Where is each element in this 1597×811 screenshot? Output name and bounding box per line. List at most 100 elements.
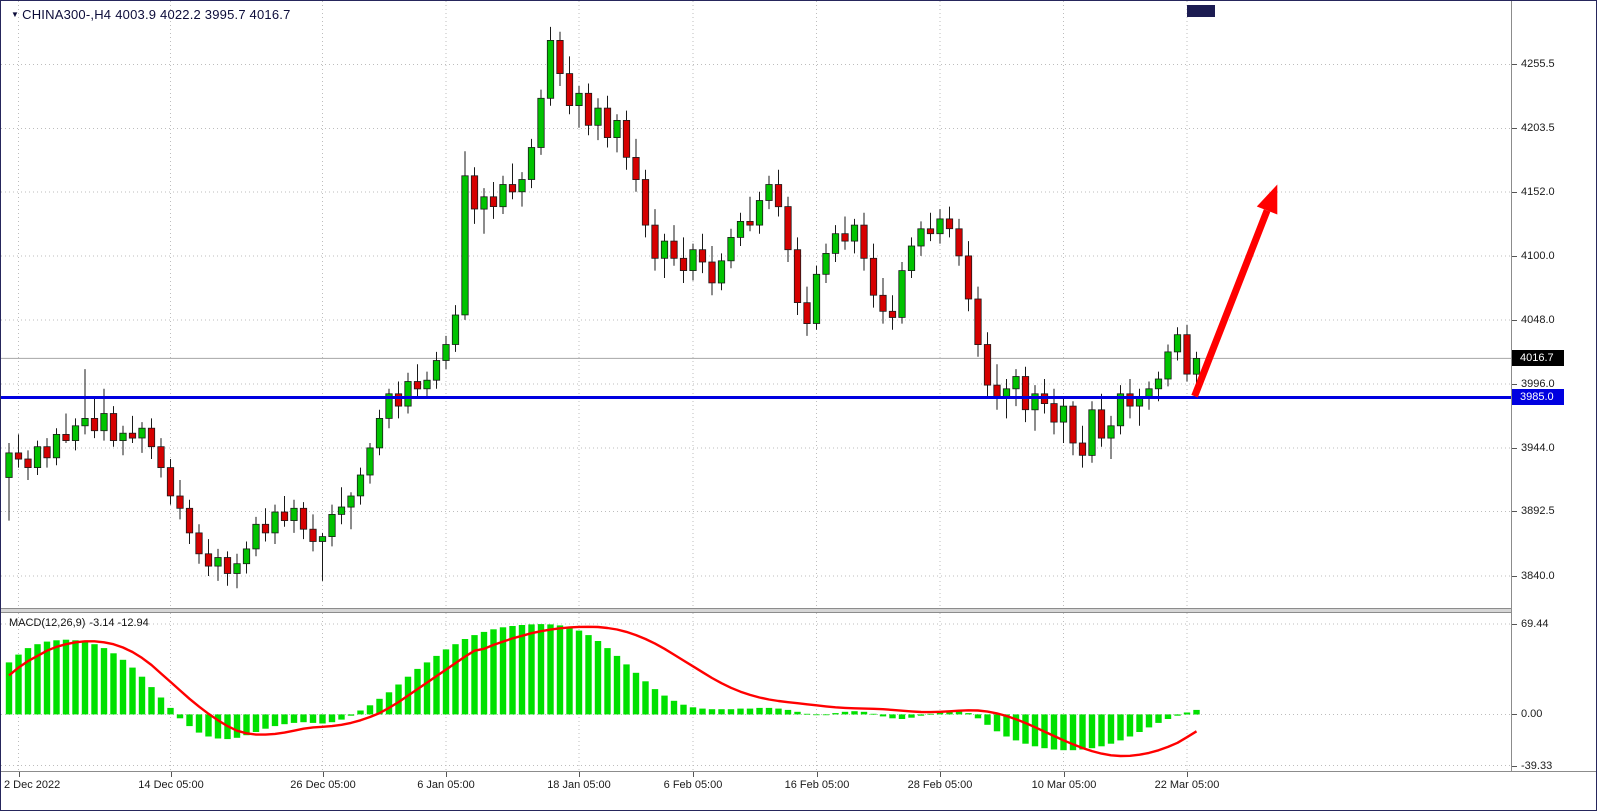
candle [689, 243, 697, 281]
candle [328, 504, 336, 547]
macd-bar [271, 714, 279, 727]
time-tick-label: 14 Dec 05:00 [138, 779, 204, 791]
axis-tick-mark [1512, 128, 1517, 129]
candle [917, 221, 925, 256]
macd-bar [718, 709, 725, 715]
candle [489, 182, 498, 219]
time-tick-mark [1064, 772, 1065, 777]
candle [185, 499, 194, 544]
candle [926, 212, 935, 242]
macd-bar [252, 714, 260, 732]
macd-bar [24, 648, 32, 715]
candle [765, 175, 773, 210]
macd-bar [214, 714, 222, 739]
macd-bar [480, 631, 488, 715]
macd-bar [176, 714, 184, 719]
macd-bar [699, 708, 706, 715]
macd-bar [1012, 714, 1020, 741]
macd-bar [509, 626, 516, 715]
price-tick-label: 3840.0 [1521, 570, 1555, 582]
macd-bar [585, 635, 592, 715]
price-tick-label: 4203.5 [1521, 122, 1555, 134]
macd-bar [167, 707, 174, 715]
macd-bar [1079, 714, 1086, 750]
time-tick-label: 10 Mar 05:00 [1031, 779, 1097, 791]
candle [565, 56, 574, 115]
candle [394, 381, 403, 419]
macd-bar [1050, 714, 1058, 750]
candle [470, 167, 479, 224]
macd-bar [623, 664, 630, 715]
macd-bar [328, 714, 336, 723]
macd-bar [955, 710, 963, 715]
candle [717, 253, 726, 291]
candle [147, 418, 156, 459]
candle [223, 551, 232, 586]
macd-bar [879, 714, 887, 717]
axis-tick-mark [1512, 192, 1517, 193]
macd-bar [1031, 714, 1039, 747]
candle [14, 434, 23, 468]
axis-tick-mark [1512, 624, 1517, 625]
macd-bar [366, 705, 374, 715]
macd-bar [661, 695, 668, 715]
candle [556, 31, 564, 86]
candle [622, 110, 631, 170]
macd-bar [556, 625, 564, 715]
macd-bar [490, 629, 497, 715]
macd-panel-canvas[interactable] [1, 613, 1511, 771]
axis-tick-mark [1512, 256, 1517, 257]
candle [613, 114, 621, 153]
time-axis[interactable]: 2 Dec 2022 14 Dec 05:00 26 Dec 05:00 6 Jan … [1, 771, 1596, 798]
macd-bar [651, 689, 659, 715]
macd-bar [1098, 714, 1105, 747]
time-tick-mark [693, 772, 694, 777]
candle [375, 409, 384, 456]
macd-bar [841, 711, 849, 715]
candle [888, 295, 897, 330]
candle [43, 438, 51, 468]
macd-bar [537, 624, 545, 715]
candle [1183, 324, 1191, 382]
candle [518, 172, 526, 207]
candle [33, 440, 42, 475]
macd-bar [461, 639, 469, 715]
macd-bar [1088, 714, 1096, 749]
macd-bar [974, 714, 982, 719]
candle [451, 305, 460, 352]
macd-bar [499, 627, 507, 715]
candlestick-series [5, 26, 1201, 589]
macd-bar [803, 713, 811, 715]
candle [166, 459, 175, 505]
macd-bar [860, 711, 868, 715]
axis-tick-mark [1512, 384, 1517, 385]
candle [62, 413, 70, 443]
macd-bar [290, 714, 298, 723]
panel-splitter[interactable] [1, 608, 1511, 613]
candle [1097, 393, 1106, 447]
time-tick-mark [579, 772, 580, 777]
candle [546, 26, 555, 106]
macd-bar [898, 714, 906, 719]
macd-bar [91, 644, 98, 715]
trend-arrow[interactable] [1191, 184, 1278, 398]
candle [499, 175, 507, 214]
price-axis[interactable]: 4255.5 4203.5 4152.0 4100.0 4048.0 3996.0 3944… [1511, 1, 1596, 772]
candle [803, 286, 811, 336]
candle [822, 243, 830, 283]
macd-bar [186, 714, 193, 727]
macd-bar [889, 714, 896, 719]
price-chart-canvas[interactable] [1, 1, 1511, 608]
macd-tick-label: 0.00 [1521, 708, 1543, 720]
candle [347, 492, 355, 530]
macd-bar [965, 713, 972, 715]
candle [176, 480, 184, 520]
candle [366, 443, 374, 484]
macd-name: MACD(12,26,9) [9, 617, 86, 629]
symbol-name: CHINA300-,H4 [22, 7, 112, 22]
candle [280, 496, 289, 527]
macd-bar [376, 698, 383, 715]
candle [537, 89, 545, 155]
candle [784, 196, 792, 262]
